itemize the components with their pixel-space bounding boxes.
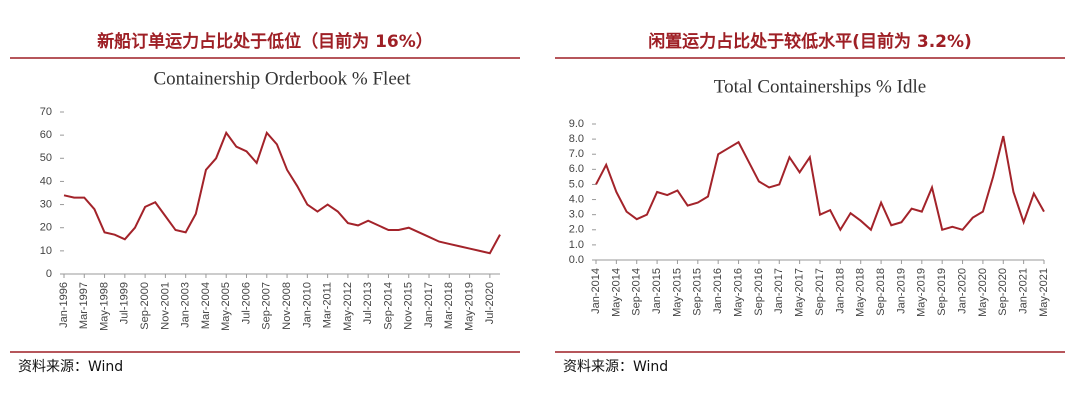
y-tick-label: 60 (40, 129, 52, 141)
x-tick-label: Jul-1999 (119, 282, 131, 324)
x-tick-label: Sep-2000 (139, 282, 151, 330)
data-line (595, 135, 1045, 232)
x-tick-label: Mar-2018 (443, 282, 455, 329)
x-tick-label: Jan-2021 (1018, 268, 1030, 314)
y-tick-label: 5.0 (569, 178, 584, 190)
x-tick-label: May-2005 (220, 282, 232, 331)
x-tick-label: Nov-2001 (159, 282, 171, 330)
x-tick-label: Mar-2011 (322, 282, 334, 328)
y-tick-label: 0.0 (569, 254, 584, 266)
x-tick-label: May-2019 (916, 268, 928, 317)
y-tick-label: 20 (40, 222, 52, 234)
x-tick-label: Sep-2018 (875, 268, 887, 316)
x-tick-label: Sep-2016 (753, 268, 765, 316)
x-tick-label: Nov-2015 (403, 282, 415, 330)
x-tick-label: May-2018 (855, 268, 867, 317)
source-note: 资料来源：Wind (563, 359, 668, 375)
x-tick-label: May-2016 (732, 268, 744, 317)
x-tick-label: Sep-2014 (631, 268, 643, 316)
y-tick-label: 9.0 (569, 118, 584, 130)
x-tick-label: Jan-2017 (423, 282, 435, 328)
x-tick-label: Nov-2008 (281, 282, 293, 330)
x-tick-label: Jul-2013 (362, 282, 374, 324)
x-tick-label: May-2017 (794, 268, 806, 317)
y-tick-label: 40 (40, 175, 52, 187)
x-tick-label: May-2012 (342, 282, 354, 331)
x-tick-label: Jan-2017 (773, 268, 785, 314)
y-tick-label: 7.0 (569, 148, 584, 160)
x-tick-label: Jan-2003 (180, 282, 192, 328)
y-tick-label: 0 (46, 268, 52, 280)
y-tick-label: 1.0 (569, 239, 584, 251)
x-tick-label: Sep-2015 (692, 268, 704, 316)
x-tick-label: Jan-2016 (712, 268, 724, 314)
x-tick-label: Sep-2020 (997, 268, 1009, 316)
y-tick-label: 30 (40, 198, 52, 210)
panel-heading: 新船订单运力占比处于低位（目前为 16%） (97, 31, 433, 52)
x-tick-label: May-1998 (98, 282, 110, 331)
x-tick-label: May-2019 (463, 282, 475, 331)
y-tick-label: 6.0 (569, 163, 584, 175)
y-tick-label: 4.0 (569, 193, 584, 205)
x-tick-label: Sep-2017 (814, 268, 826, 316)
panel-heading: 闲置运力占比处于较低水平(目前为 3.2%) (648, 31, 972, 52)
y-tick-label: 3.0 (569, 209, 584, 221)
x-tick-label: Jul-2006 (240, 282, 252, 324)
x-tick-label: May-2021 (1038, 268, 1050, 317)
chart-title: Containership Orderbook % Fleet (154, 68, 412, 89)
x-tick-label: Jan-2010 (301, 282, 313, 328)
x-tick-label: Jan-1996 (58, 282, 70, 328)
x-tick-label: Sep-2007 (261, 282, 273, 330)
x-tick-label: Jan-2015 (651, 268, 663, 314)
source-note: 资料来源：Wind (18, 359, 123, 375)
x-tick-label: Sep-2019 (936, 268, 948, 316)
x-tick-label: Jan-2019 (895, 268, 907, 314)
x-tick-label: Jan-2018 (834, 268, 846, 314)
y-tick-label: 8.0 (569, 133, 584, 145)
y-tick-label: 50 (40, 152, 52, 164)
x-tick-label: Sep-2014 (382, 282, 394, 330)
x-tick-label: Mar-1997 (78, 282, 90, 329)
x-tick-label: Mar-2004 (200, 282, 212, 329)
x-tick-label: Jan-2014 (590, 268, 602, 314)
x-tick-label: May-2014 (610, 268, 622, 317)
y-tick-label: 2.0 (569, 224, 584, 236)
data-line (63, 130, 501, 255)
y-tick-label: 10 (40, 245, 52, 257)
y-tick-label: 70 (40, 106, 52, 118)
x-tick-label: May-2015 (671, 268, 683, 317)
x-tick-label: May-2020 (977, 268, 989, 317)
x-tick-label: Jan-2020 (956, 268, 968, 314)
chart-title: Total Containerships % Idle (714, 76, 926, 97)
x-tick-label: Jul-2020 (484, 282, 496, 324)
